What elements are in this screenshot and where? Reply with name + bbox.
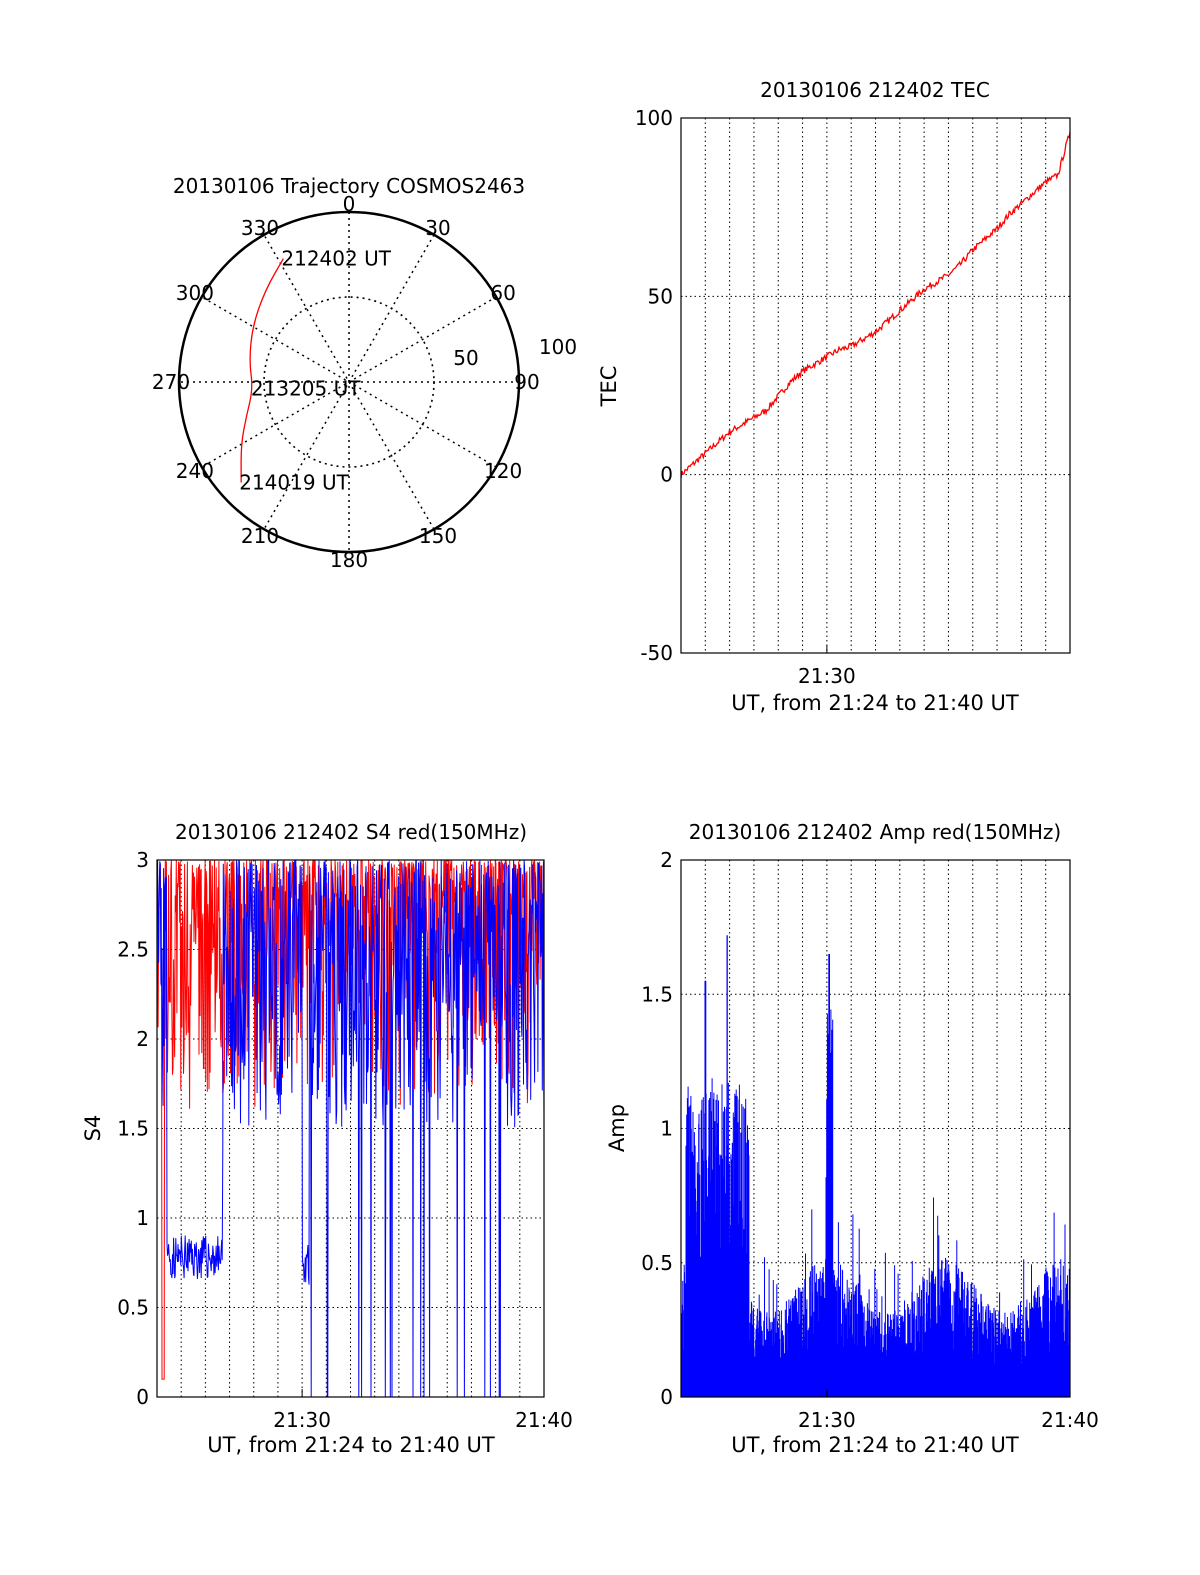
y-tick-label: 1 bbox=[136, 1206, 149, 1230]
amp-grid bbox=[681, 860, 1070, 1397]
amp-x-ticks: 21:30 21:40 bbox=[798, 1389, 1099, 1432]
s4-panel: 20130106 212402 S4 red(150MHz) 0 0.5 1 1.5 2… bbox=[81, 820, 573, 1457]
polar-azimuth-labels: 0 30 60 90 120 150 180 210 240 270 300 330 bbox=[152, 192, 540, 572]
polar-panel: 20130106 Trajectory COSMOS2463 0 30 60 90 12… bbox=[152, 174, 577, 572]
polar-azimuth-label-210: 210 bbox=[241, 524, 279, 548]
y-tick-label: 100 bbox=[635, 106, 673, 130]
polar-time-label: 214019 UT bbox=[239, 470, 349, 494]
tec-grid bbox=[681, 118, 1070, 653]
polar-time-label: 212402 UT bbox=[281, 247, 391, 271]
y-tick-label: 3 bbox=[136, 848, 149, 872]
x-tick-label: 21:40 bbox=[1041, 1408, 1099, 1432]
x-tick-label: 21:30 bbox=[798, 1408, 856, 1432]
y-tick-label: 0.5 bbox=[117, 1296, 149, 1320]
amp-title: 20130106 212402 Amp red(150MHz) bbox=[689, 820, 1061, 844]
s4-y-ticks: 0 0.5 1 1.5 2 2.5 3 bbox=[117, 848, 149, 1409]
polar-azimuth-label-300: 300 bbox=[176, 281, 214, 305]
s4-title: 20130106 212402 S4 red(150MHz) bbox=[175, 820, 527, 844]
polar-azimuth-label-30: 30 bbox=[425, 216, 450, 240]
polar-spokes bbox=[179, 212, 519, 552]
s4-plot-frame bbox=[156, 859, 545, 1398]
y-tick-label: 1.5 bbox=[117, 1117, 149, 1141]
polar-azimuth-label-240: 240 bbox=[176, 459, 214, 483]
y-tick-label: 0 bbox=[136, 1385, 149, 1409]
polar-azimuth-label-150: 150 bbox=[419, 524, 457, 548]
x-tick-label: 21:30 bbox=[798, 664, 856, 688]
tec-y-label: TEC bbox=[597, 366, 621, 408]
polar-radial-tick-50: 50 bbox=[453, 346, 478, 370]
polar-azimuth-label-120: 120 bbox=[484, 459, 522, 483]
polar-azimuth-label-270: 270 bbox=[152, 370, 190, 394]
x-tick-label: 21:30 bbox=[273, 1408, 331, 1432]
tec-x-ticks: 21:30 bbox=[798, 645, 856, 688]
tec-x-label: UT, from 21:24 to 21:40 UT bbox=[731, 691, 1019, 715]
tec-title: 20130106 212402 TEC bbox=[760, 78, 990, 102]
tec-plot-frame bbox=[680, 117, 1071, 654]
polar-grid bbox=[177, 210, 521, 554]
s4-x-label: UT, from 21:24 to 21:40 UT bbox=[207, 1433, 495, 1457]
polar-azimuth-label-330: 330 bbox=[241, 216, 279, 240]
s4-blue-series bbox=[156, 859, 545, 1398]
amp-x-label: UT, from 21:24 to 21:40 UT bbox=[731, 1433, 1019, 1457]
y-tick-label: 2 bbox=[136, 1027, 149, 1051]
polar-title: 20130106 Trajectory COSMOS2463 bbox=[173, 174, 525, 198]
tec-y-ticks: -50 0 50 100 bbox=[635, 106, 673, 665]
polar-time-labels: 212402 UT 213205 UT 214019 UT bbox=[239, 247, 391, 495]
polar-azimuth-label-0: 0 bbox=[343, 192, 356, 216]
y-tick-label: 0 bbox=[660, 463, 673, 487]
tec-series-line bbox=[680, 132, 1071, 478]
polar-radial-tick-100: 100 bbox=[539, 335, 577, 359]
s4-x-ticks: 21:30 21:40 bbox=[273, 1389, 573, 1432]
polar-time-label: 213205 UT bbox=[251, 377, 361, 401]
y-tick-label: 1 bbox=[660, 1117, 673, 1141]
x-tick-label: 21:40 bbox=[515, 1408, 573, 1432]
polar-azimuth-label-180: 180 bbox=[330, 548, 368, 572]
y-tick-label: 0.5 bbox=[641, 1251, 673, 1275]
amp-plot-frame bbox=[680, 859, 1071, 1398]
y-tick-label: -50 bbox=[640, 641, 673, 665]
polar-trajectory-line bbox=[240, 258, 284, 483]
y-tick-label: 50 bbox=[648, 284, 673, 308]
s4-y-label: S4 bbox=[81, 1115, 105, 1142]
y-tick-label: 2 bbox=[660, 848, 673, 872]
y-tick-label: 0 bbox=[660, 1385, 673, 1409]
y-tick-label: 2.5 bbox=[117, 938, 149, 962]
amp-y-label: Amp bbox=[605, 1104, 629, 1152]
polar-spoke bbox=[263, 234, 435, 530]
y-tick-label: 1.5 bbox=[641, 982, 673, 1006]
polar-azimuth-label-60: 60 bbox=[490, 281, 515, 305]
amp-y-ticks: 0 0.5 1 1.5 2 bbox=[641, 848, 673, 1409]
amp-panel: 20130106 212402 Amp red(150MHz) 0 0.5 1 1.5… bbox=[605, 820, 1099, 1457]
polar-azimuth-label-90: 90 bbox=[514, 370, 539, 394]
